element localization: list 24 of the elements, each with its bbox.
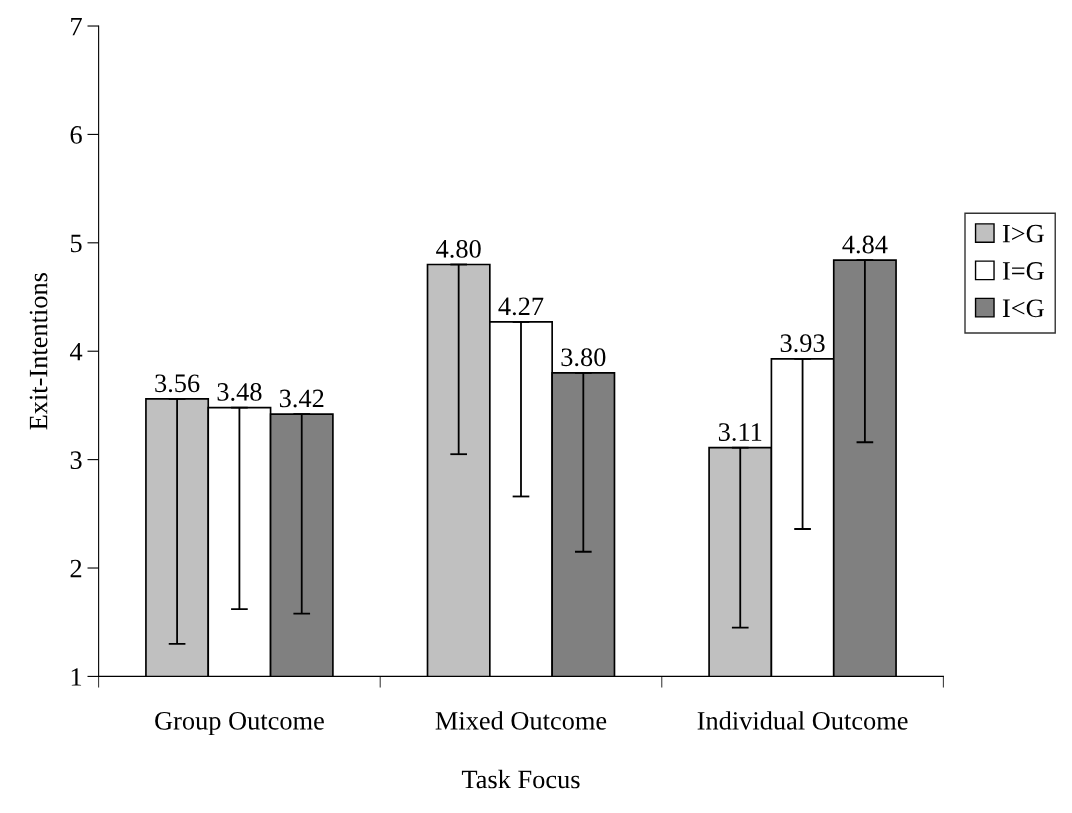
data-label: 3.11 [718,423,762,442]
y-tick-label: 5 [70,234,82,253]
x-tick-label: Group Outcome [155,711,324,736]
data-label: 3.48 [217,383,262,401]
y-tick-label: 3 [70,451,82,470]
data-label: 4.84 [842,235,888,254]
data-label: 4.80 [436,239,481,258]
y-tick-label: 4 [69,343,83,361]
y-tick-label: 2 [70,559,82,578]
data-label: 3.93 [780,334,825,353]
x-axis-title: Task Focus [461,769,580,789]
y-axis-title: Exit-Intentions [29,273,48,430]
y-tick-label: 7 [71,17,82,36]
y-tick-label: 6 [70,126,82,144]
data-label: 4.27 [498,297,544,316]
legend-label: I>G [1002,224,1044,243]
x-tick-label: Mixed Outcome [435,711,607,730]
data-label: 3.80 [561,348,606,367]
x-tick-label: Individual Outcome [697,711,908,730]
legend-label: I<G [1002,299,1044,318]
data-label: 3.42 [279,389,324,408]
legend-label: I=G [1002,262,1044,280]
data-label: 3.56 [155,374,200,393]
y-tick-label: 1 [71,668,82,686]
